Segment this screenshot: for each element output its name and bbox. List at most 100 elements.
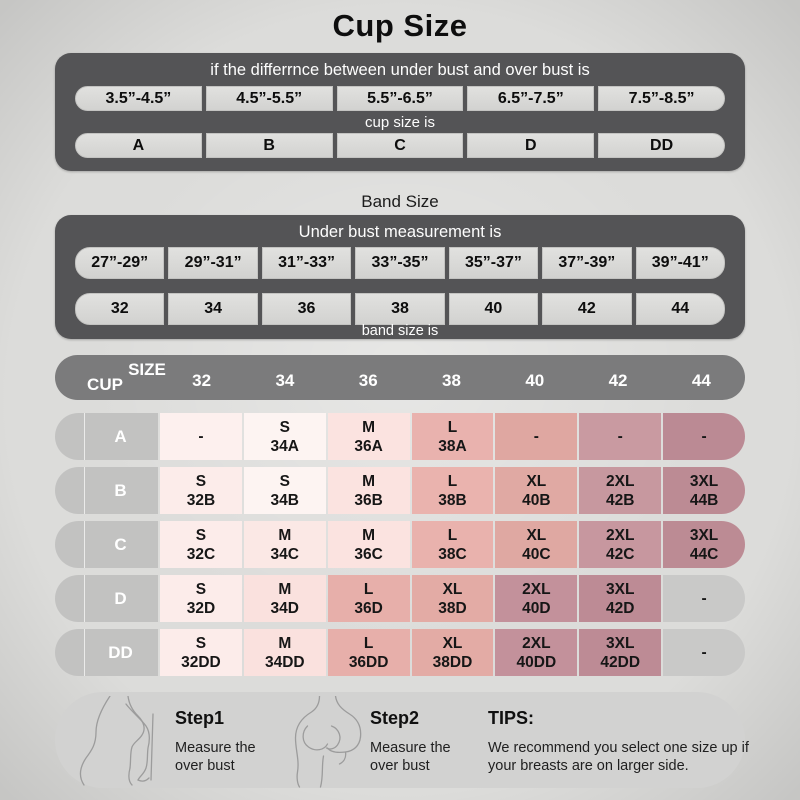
torso-measure-icon [79, 696, 154, 786]
matrix-size-cell: - [663, 575, 745, 622]
matrix-size-cell: - [663, 629, 745, 676]
matrix-corner-cup-label: CUP [87, 375, 123, 394]
matrix-row: DD S 32DD M 34DD L 36DD XL 38DD 2XL 40DD 3XL 42DD - [55, 629, 745, 676]
matrix-column-headers: 32 34 36 38 40 42 44 [160, 355, 743, 400]
matrix-size-cell: XL 38D [411, 575, 494, 622]
tips-text: We recommend you select one size up if y… [488, 740, 749, 774]
matrix-size-cell: L 38B [411, 467, 494, 514]
band-size-value: 44 [635, 293, 725, 325]
matrix-row-cup-label: DD [55, 629, 158, 676]
matrix-size-cell: - [663, 413, 745, 460]
cup-range-row: 3.5”-4.5” 4.5”-5.5” 5.5”-6.5” 6.5”-7.5” 7.5”… [75, 86, 725, 111]
matrix-row: C S 32C M 34C M 36C L 38C XL 40C 2XL 42C 3XL 44C [55, 521, 745, 568]
underbust-range: 31”-33” [261, 247, 352, 279]
torso-measure-icon [294, 696, 362, 788]
matrix-column-header: 42 [608, 371, 628, 390]
band-value-row: 32 34 36 38 40 42 44 [75, 293, 725, 325]
matrix-size-cell: S 34B [243, 467, 326, 514]
matrix-row: A - S 34A M 36A L 38A - - - [55, 413, 745, 460]
tips-label: TIPS: [488, 708, 535, 728]
matrix-size-cell: 3XL 42D [579, 575, 662, 622]
cup-panel-header: if the differrnce between under bust and… [210, 61, 590, 79]
matrix-size-cell: XL 40C [495, 521, 578, 568]
matrix-column-header: 36 [358, 371, 378, 390]
matrix-size-cell: 3XL 44C [663, 521, 745, 568]
matrix-column-header: 32 [192, 371, 212, 390]
matrix-size-cell: M 36C [327, 521, 410, 568]
cup-size-value: B [205, 133, 333, 158]
cup-difference-range: 4.5”-5.5” [205, 86, 333, 111]
cup-value-row: A B C D DD [75, 133, 725, 158]
matrix-row-cup-label: A [55, 413, 158, 460]
cup-panel-subheader: cup size is [364, 114, 436, 131]
matrix-size-cell: M 36B [327, 467, 410, 514]
matrix-size-cell: - [160, 413, 242, 460]
matrix-size-cell: L 38C [411, 521, 494, 568]
matrix-size-cell: - [495, 413, 578, 460]
matrix-column-header: 40 [525, 371, 545, 390]
matrix-body: A - S 34A M 36A L 38A - - - B S 32B S 34B M 36B L 38B XL 40B 2… [55, 413, 745, 676]
band-size-value: 40 [448, 293, 539, 325]
matrix-row: D S 32D M 34D L 36D XL 38D 2XL 40D 3XL 42D - [55, 575, 745, 622]
matrix-size-cell: 2XL 40DD [495, 629, 578, 676]
band-size-panel: Under bust measurement is 27”-29” 29”-31”… [55, 215, 745, 339]
matrix-row: B S 32B S 34B M 36B L 38B XL 40B 2XL 42B 3XL 44B [55, 467, 745, 514]
matrix-size-cell: 2XL 42C [579, 521, 662, 568]
cup-difference-range: 7.5”-8.5” [598, 86, 725, 111]
band-size-value: 32 [75, 293, 165, 325]
cup-size-panel: if the differrnce between under bust and… [55, 53, 745, 171]
band-size-value: 42 [542, 293, 632, 325]
matrix-size-cell: M 34D [243, 575, 326, 622]
matrix-size-cell: M 36A [327, 413, 410, 460]
cup-difference-range: 3.5”-4.5” [75, 86, 202, 111]
band-panel-header: Under bust measurement is [298, 223, 502, 241]
underbust-range: 27”-29” [75, 247, 165, 279]
band-size-title: Band Size [361, 192, 439, 211]
matrix-corner-size-label: SIZE [128, 360, 166, 379]
matrix-size-cell: 2XL 40D [495, 575, 578, 622]
matrix-size-cell: XL 38DD [411, 629, 494, 676]
cup-difference-range: 5.5”-6.5” [336, 86, 464, 111]
underbust-range: 35”-37” [448, 247, 539, 279]
matrix-size-cell: - [579, 413, 662, 460]
matrix-size-cell: L 36D [327, 575, 410, 622]
underbust-range: 39”-41” [635, 247, 725, 279]
matrix-size-cell: L 36DD [327, 629, 410, 676]
cup-size-value: A [75, 133, 202, 158]
matrix-column-header: 44 [691, 371, 711, 390]
matrix-row-cup-label: C [55, 521, 158, 568]
matrix-size-cell: S 32DD [160, 629, 242, 676]
matrix-size-cell: L 38A [411, 413, 494, 460]
step1-text: Measure the over bust [175, 740, 256, 774]
matrix-size-cell: S 32B [160, 467, 242, 514]
underbust-range: 33”-35” [355, 247, 445, 279]
band-range-row: 27”-29” 29”-31” 31”-33” 33”-35” 35”-37” 37”-3… [75, 247, 725, 279]
matrix-row-cup-label: B [55, 467, 158, 514]
step2-text: Measure the over bust [370, 740, 451, 774]
underbust-range: 29”-31” [168, 247, 258, 279]
band-size-value: 34 [168, 293, 258, 325]
page-title: Cup Size [332, 8, 468, 43]
matrix-row-cup-label: D [55, 575, 158, 622]
band-size-value: 38 [355, 293, 445, 325]
matrix-header-bar: SIZE CUP 32 34 36 38 40 42 44 [55, 355, 745, 400]
underbust-range: 37”-39” [542, 247, 632, 279]
matrix-size-cell: 2XL 42B [579, 467, 662, 514]
matrix-size-cell: 3XL 42DD [579, 629, 662, 676]
step2-label: Step2 [370, 708, 420, 728]
band-size-value: 36 [261, 293, 352, 325]
cup-difference-range: 6.5”-7.5” [467, 86, 595, 111]
measuring-guide-panel: Step1 Measure the over bust Step2 Measur… [55, 692, 749, 788]
matrix-size-cell: M 34C [243, 521, 326, 568]
matrix-size-cell: XL 40B [495, 467, 578, 514]
cup-size-value: DD [598, 133, 725, 158]
matrix-size-cell: S 32C [160, 521, 242, 568]
matrix-column-header: 38 [442, 371, 461, 390]
matrix-column-header: 34 [275, 371, 295, 390]
matrix-size-cell: 3XL 44B [663, 467, 745, 514]
matrix-size-cell: S 32D [160, 575, 242, 622]
band-panel-footer: band size is [361, 323, 439, 339]
matrix-size-cell: S 34A [243, 413, 326, 460]
step1-label: Step1 [175, 708, 225, 728]
